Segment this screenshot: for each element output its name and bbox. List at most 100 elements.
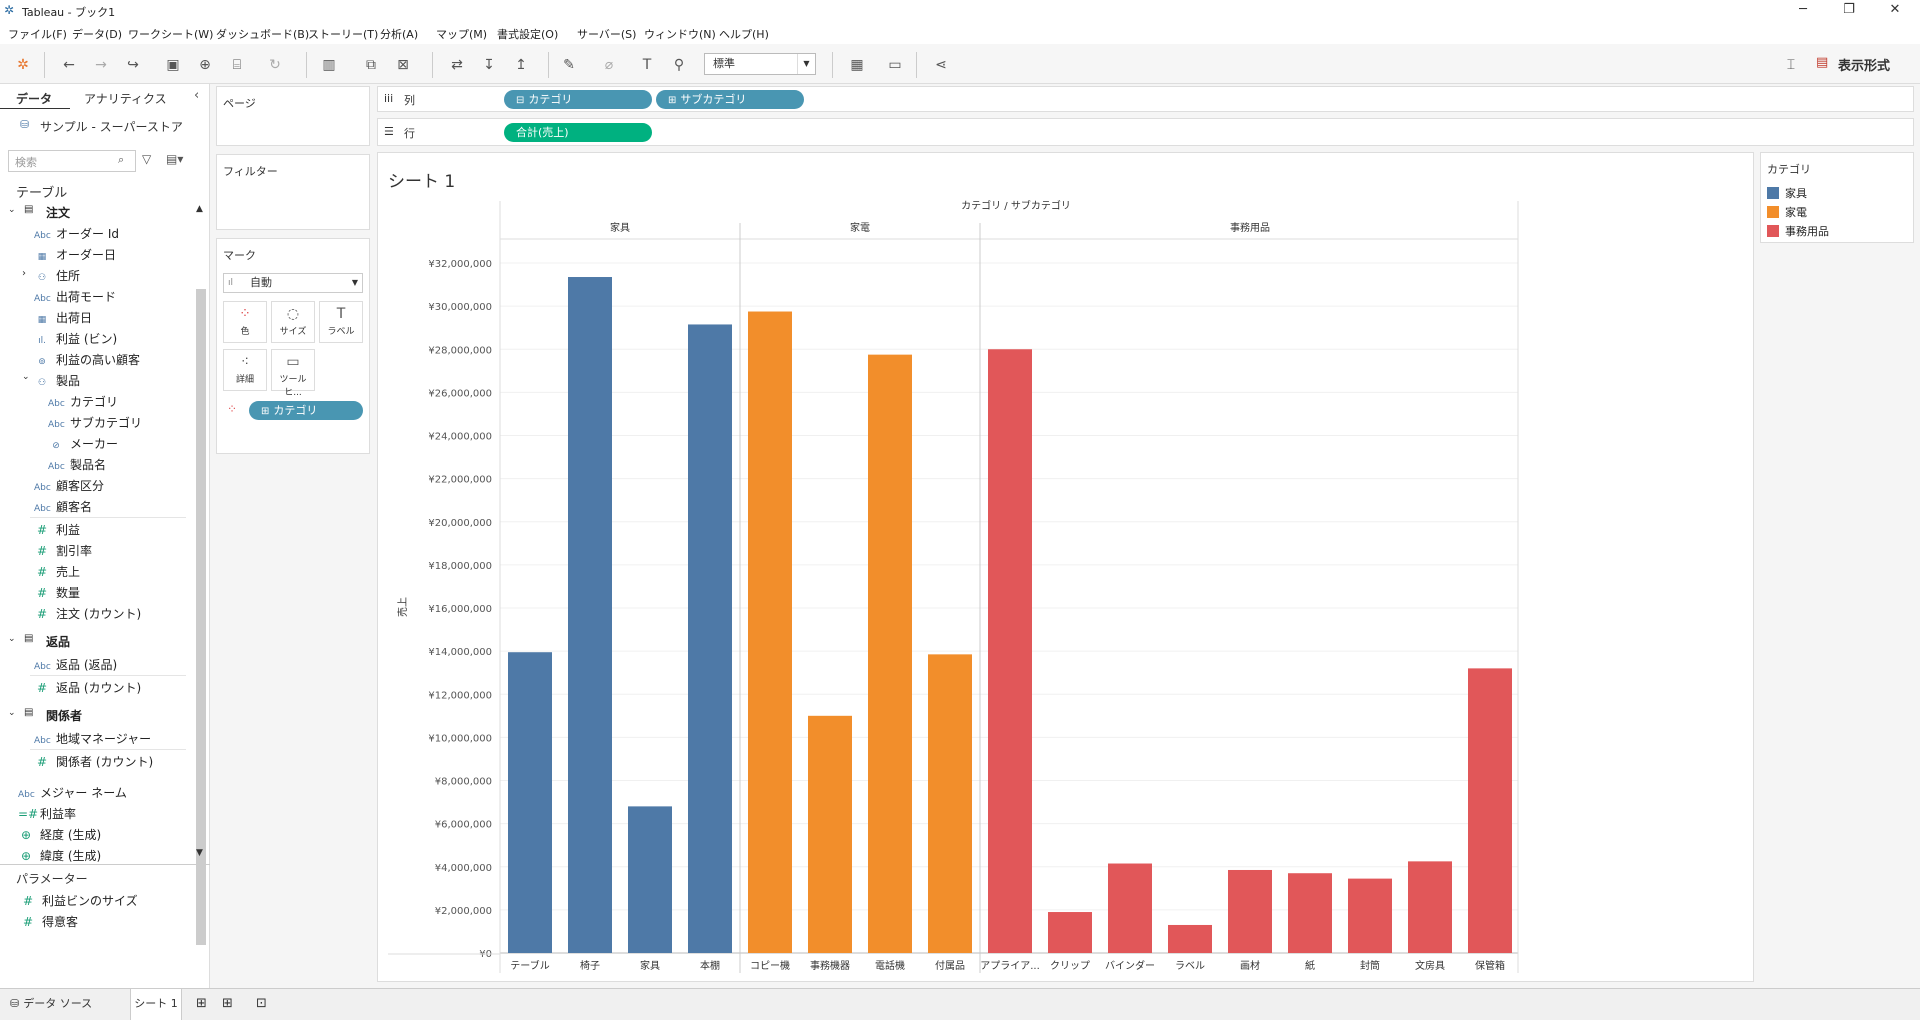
redo-icon[interactable]: → [95,57,107,73]
scrollbar[interactable] [196,289,206,945]
format-painter-icon[interactable]: ⌶ [1786,57,1796,73]
tableau-home-icon[interactable]: ✲ [17,57,29,73]
field-profit-bin[interactable]: ıl. 利益 (ビン) [34,330,117,347]
datasource-tab[interactable]: ⛁ データ ソース [10,989,92,1020]
field-returned[interactable]: Abc 返品 (返品) [34,656,117,673]
field-returns-count[interactable]: # 返品 (カウント) [34,679,141,696]
fit-dropdown[interactable]: 標準 ▼ [704,53,816,75]
search-input[interactable]: 検索 [8,150,136,172]
field-high-profit-customer[interactable]: ⊚ 利益の高い顧客 [34,351,140,368]
field-latitude[interactable]: ⊕ 緯度 (生成) [18,847,101,864]
pause-updates-icon[interactable]: ⌸ [232,57,242,73]
share-icon[interactable]: ⋖ [935,57,947,73]
new-datasource-icon[interactable]: ⊕ [199,57,211,73]
field-order-date[interactable]: ▦ オーダー日 [34,246,116,263]
field-quantity[interactable]: # 数量 [34,584,80,601]
menu-worksheet[interactable]: ワークシート(W) [128,28,214,41]
save-icon[interactable]: ▣ [166,57,180,73]
show-cards-icon[interactable]: ▦ [850,57,864,73]
chevron-down-icon[interactable]: ⌄ [8,205,16,215]
menu-file[interactable]: ファイル(F) [8,28,67,41]
restore-icon[interactable]: ❐ [1843,2,1855,17]
color-category-pill[interactable]: ⊞ カテゴリ [249,401,363,420]
menu-dashboard[interactable]: ダッシュボード(B) [216,28,310,41]
new-worksheet-icon[interactable]: ▥ [322,57,336,73]
scroll-up-icon[interactable]: ▲ [196,204,203,214]
sheet-tab[interactable]: シート 1 [130,989,182,1020]
group-members-icon[interactable]: ⌀ [604,57,614,73]
field-longitude[interactable]: ⊕ 経度 (生成) [18,826,101,843]
fix-axes-icon[interactable]: ⚲ [673,57,685,73]
new-worksheet-icon[interactable]: ⊞ [196,996,207,1011]
detail-button[interactable]: ⁖ 詳細 [223,349,267,391]
menu-map[interactable]: マップ(M) [436,28,488,41]
menu-data[interactable]: データ(D) [72,28,123,41]
row-pill-sum-sales[interactable]: 合計(売上) [504,123,652,142]
menu-story[interactable]: ストーリー(T) [308,28,379,41]
tooltip-button[interactable]: ▭ ツールヒ... [271,349,315,398]
minimize-icon[interactable]: ─ [1799,2,1807,17]
legend-item[interactable]: 家電 [1767,204,1807,220]
menu-help[interactable]: ヘルプ(H) [719,28,769,41]
show-me-icon[interactable]: ▤ [1816,55,1829,70]
swap-rows-columns-icon[interactable]: ⇄ [451,57,463,73]
chevron-down-icon[interactable]: ⌄ [22,372,30,382]
tab-data[interactable]: データ [16,92,53,106]
table-people[interactable]: 関係者 [46,709,83,723]
menu-format[interactable]: 書式設定(O) [497,28,559,41]
size-button[interactable]: ◌ サイズ [271,301,315,343]
column-pill-subcategory[interactable]: ⊞ サブカテゴリ [656,90,804,109]
datasource-name[interactable]: サンプル - スーパーストア [40,120,183,134]
refresh-icon[interactable]: ↻ [269,57,281,73]
view-options-icon[interactable]: ▤▾ [166,152,184,166]
replay-icon[interactable]: ↪ [127,57,139,73]
column-pill-category[interactable]: ⊟ カテゴリ [504,90,652,109]
new-dashboard-icon[interactable]: ⊞ [222,996,233,1011]
param-profit-bin-size[interactable]: # 利益ビンのサイズ [20,892,138,909]
legend-item[interactable]: 事務用品 [1767,223,1829,239]
menu-window[interactable]: ウィンドウ(N) [644,28,716,41]
field-ship-date[interactable]: ▦ 出荷日 [34,309,92,326]
chevron-down-icon[interactable]: ⌄ [8,634,16,644]
new-story-icon[interactable]: ⊡ [256,996,267,1011]
field-regional-manager[interactable]: Abc 地域マネージャー [34,730,151,747]
field-product-name[interactable]: Abc 製品名 [48,456,106,473]
presentation-mode-icon[interactable]: ▭ [888,57,902,73]
show-mark-labels-icon[interactable]: T [642,57,652,73]
table-returns[interactable]: 返品 [46,635,71,649]
field-manufacturer[interactable]: ⊘ メーカー [48,435,118,452]
undo-icon[interactable]: ← [63,57,75,73]
close-icon[interactable]: ✕ [1889,2,1901,17]
field-customer-name[interactable]: Abc 顧客名 [34,498,92,515]
clear-sheet-icon[interactable]: ⊠ [397,57,409,73]
sort-descending-icon[interactable]: ↥ [515,57,527,73]
filter-icon[interactable]: ▽ [142,152,152,166]
field-subcategory[interactable]: Abc サブカテゴリ [48,414,142,431]
field-discount[interactable]: # 割引率 [34,542,92,559]
chevron-down-icon[interactable]: ⌄ [8,708,16,718]
menu-server[interactable]: サーバー(S) [577,28,637,41]
field-address[interactable]: ⚇ 住所 [34,267,80,284]
collapse-pane-icon[interactable]: ‹ [194,88,200,103]
param-top-customers[interactable]: # 得意客 [20,913,78,930]
table-orders[interactable]: 注文 [46,206,71,220]
legend-item[interactable]: 家具 [1767,185,1807,201]
menu-analysis[interactable]: 分析(A) [380,28,419,41]
tab-analytics[interactable]: アナリティクス [84,92,167,106]
scroll-down-icon[interactable]: ▼ [196,848,203,858]
field-measure-names[interactable]: Abc メジャー ネーム [18,784,127,801]
field-people-count[interactable]: # 関係者 (カウント) [34,753,153,770]
field-product[interactable]: ⚇ 製品 [34,372,80,389]
chevron-right-icon[interactable]: › [22,268,26,279]
field-orders-count[interactable]: # 注文 (カウント) [34,605,141,622]
label-button[interactable]: T ラベル [319,301,363,343]
field-segment[interactable]: Abc 顧客区分 [34,477,104,494]
mark-type-dropdown[interactable]: ıl 自動 ▼ [223,273,363,293]
show-me-button[interactable]: 表示形式 [1838,59,1891,74]
field-profit-ratio[interactable]: =# 利益率 [18,805,76,822]
duplicate-sheet-icon[interactable]: ⧉ [366,57,376,73]
sort-ascending-icon[interactable]: ↧ [483,57,495,73]
field-sales[interactable]: # 売上 [34,563,80,580]
field-category[interactable]: Abc カテゴリ [48,393,118,410]
field-profit[interactable]: # 利益 [34,521,80,538]
